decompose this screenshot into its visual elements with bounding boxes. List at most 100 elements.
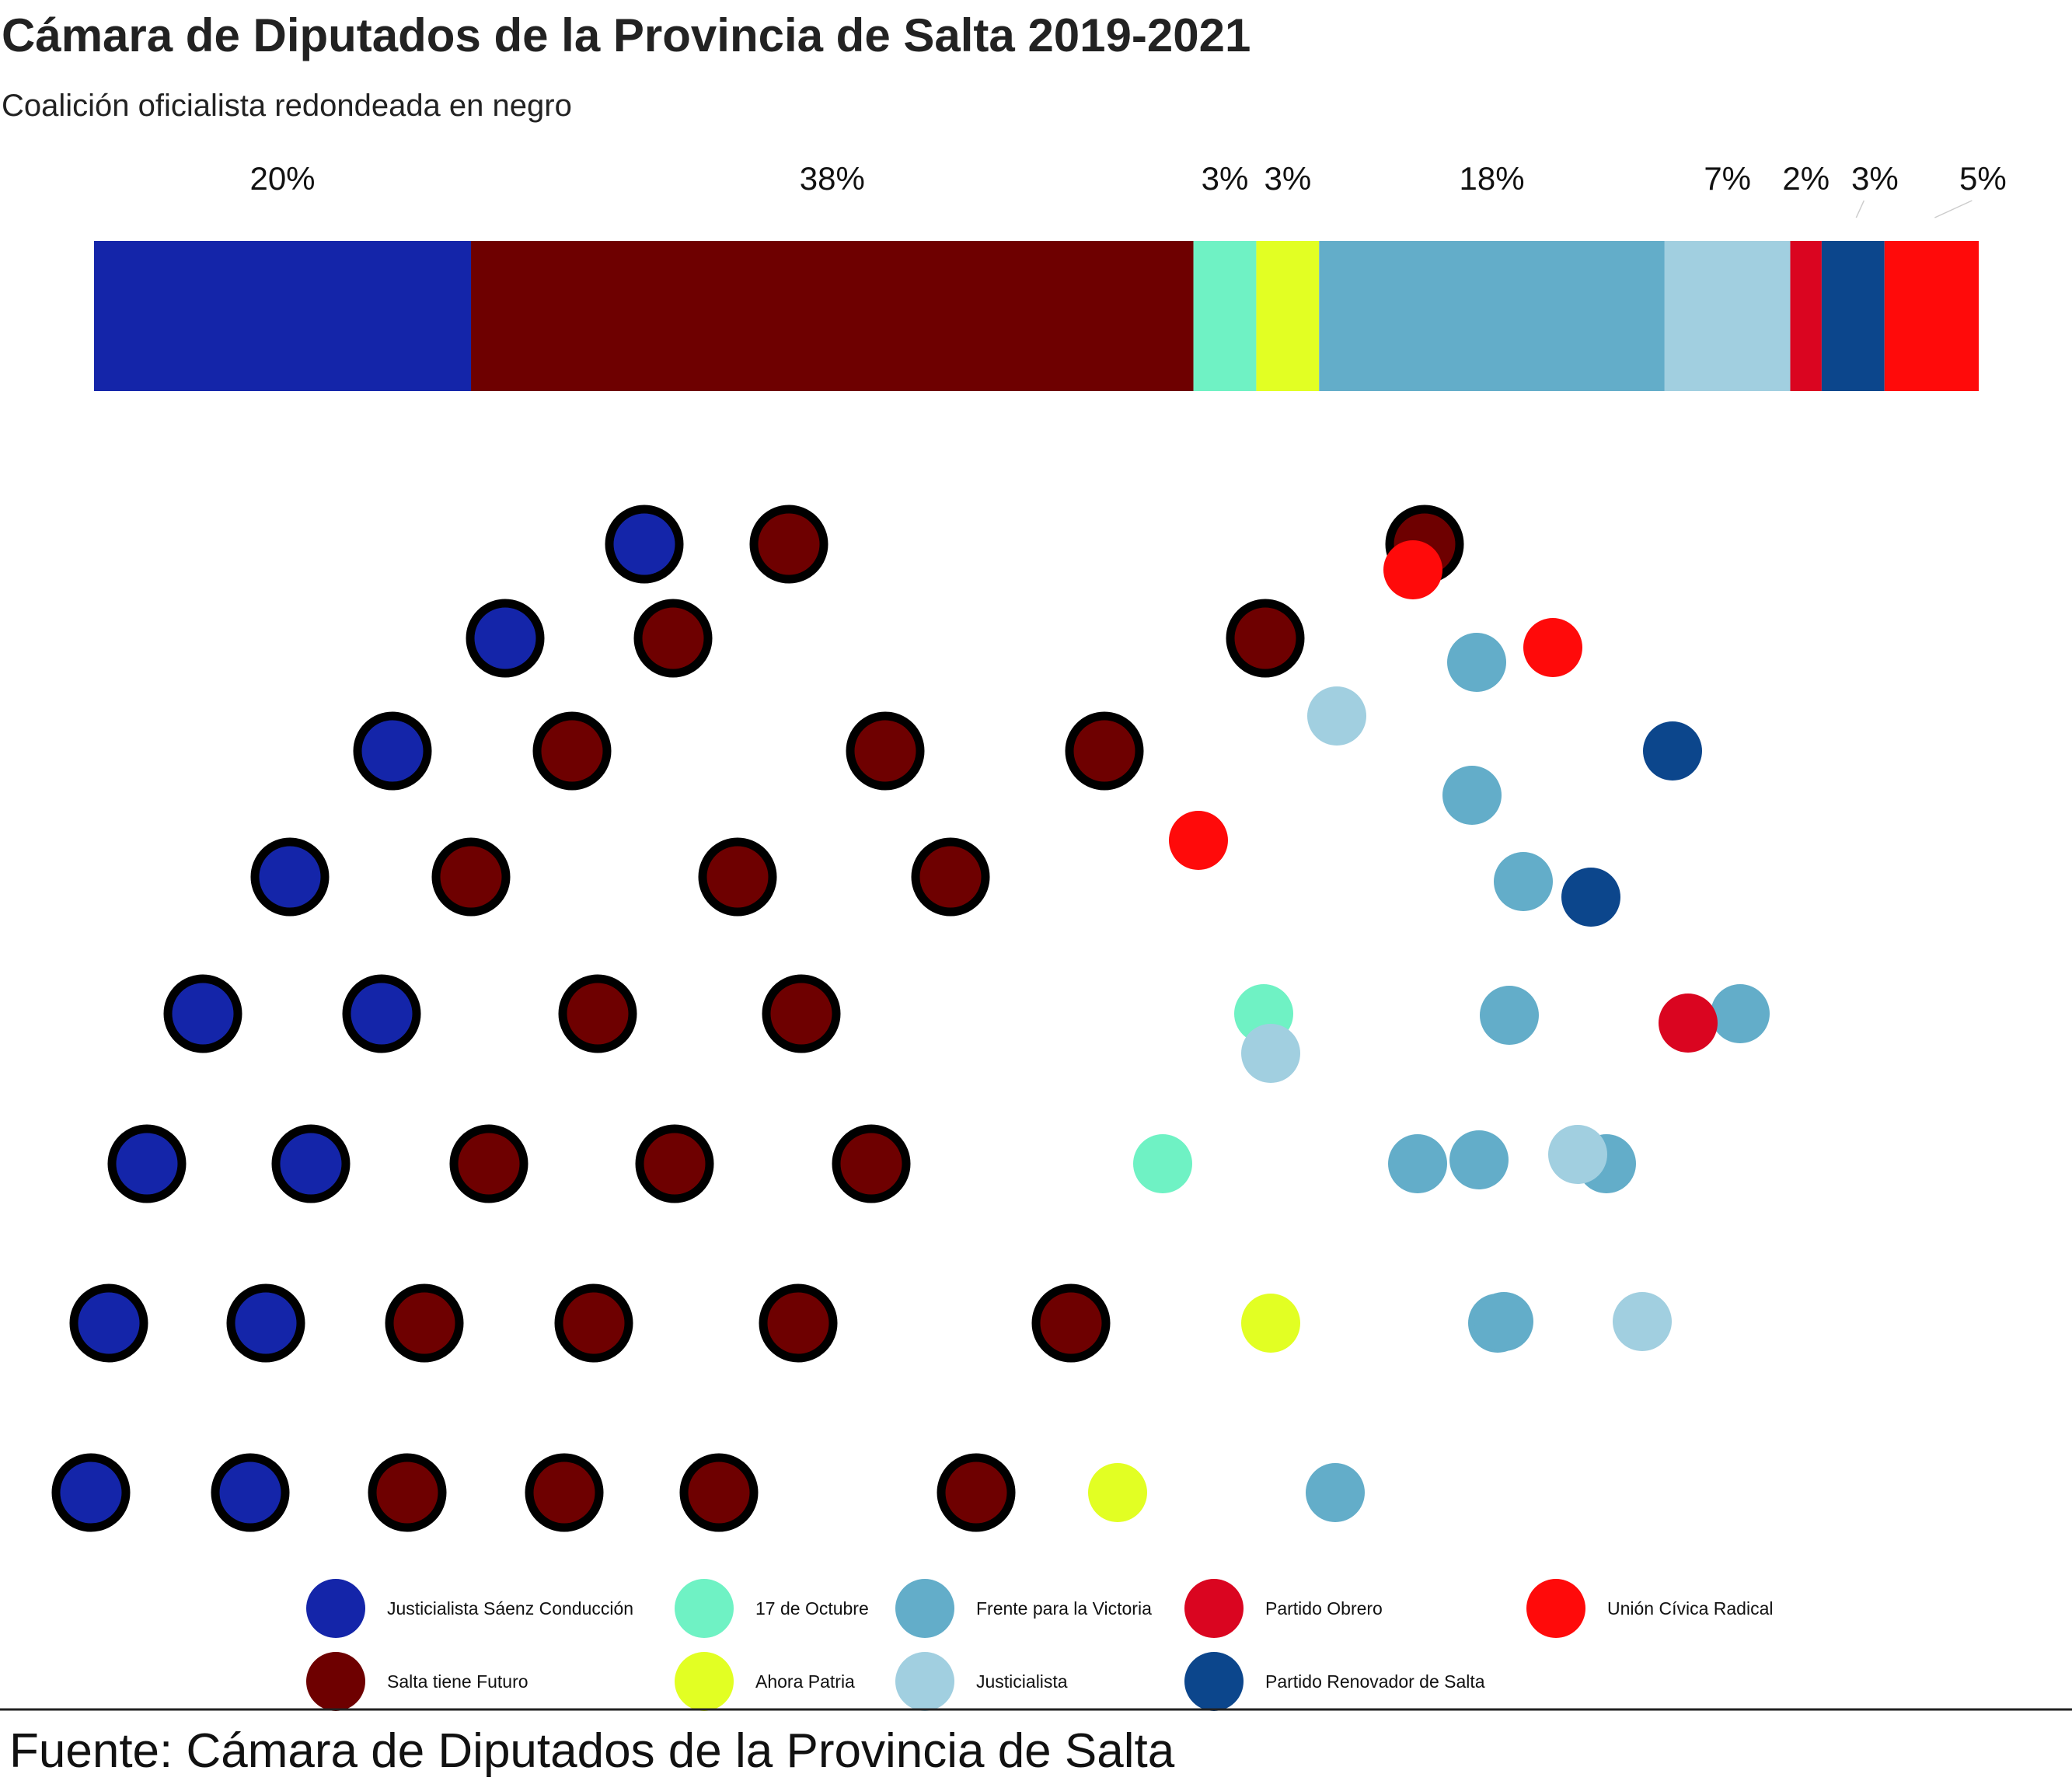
seat-4-7 <box>1480 986 1539 1045</box>
seat-3-0 <box>1088 1463 1147 1522</box>
legend-label-1: Salta tiene Futuro <box>387 1671 528 1692</box>
seat-1-14 <box>911 837 990 917</box>
seat-1-6 <box>449 1124 528 1203</box>
bar-segment-7 <box>1821 241 1885 391</box>
legend-key-4 <box>895 1579 954 1638</box>
percent-label-3: 3% <box>1264 160 1311 197</box>
seat-4-0 <box>1388 1134 1447 1193</box>
percent-label-2: 3% <box>1202 160 1249 197</box>
seat-1-11 <box>554 1283 633 1363</box>
seat-5-1 <box>1241 1024 1300 1083</box>
seat-4-10 <box>1447 633 1506 692</box>
seat-0-7 <box>605 505 684 584</box>
seat-4-5 <box>1474 1292 1533 1351</box>
legend-key-0 <box>306 1579 365 1638</box>
legend-label-8: Unión Cívica Radical <box>1607 1598 1773 1619</box>
seat-8-2 <box>1169 811 1228 870</box>
seat-1-7 <box>558 974 637 1053</box>
percent-label-1: 38% <box>800 160 865 197</box>
seat-7-0 <box>1561 868 1620 927</box>
seat-1-2 <box>633 599 713 678</box>
seat-1-4 <box>368 1453 447 1532</box>
parliament-seats <box>51 505 1770 1532</box>
legend-label-3: Ahora Patria <box>755 1671 855 1692</box>
percent-labels: 20% 38% 3% 3% 18% 7% 2% 3% 5% <box>249 160 2007 218</box>
seat-1-12 <box>635 1124 714 1203</box>
seat-8-0 <box>1523 618 1582 677</box>
seat-4-1 <box>1306 1463 1365 1522</box>
bar-segment-3 <box>1256 241 1320 391</box>
legend-key-6 <box>1184 1579 1244 1638</box>
seat-4-4 <box>1711 984 1770 1043</box>
seat-1-16 <box>1226 599 1305 678</box>
legend-key-2 <box>675 1579 734 1638</box>
seat-0-11 <box>342 974 421 1053</box>
seat-2-0 <box>1133 1134 1192 1193</box>
seat-4-6 <box>1449 1130 1509 1189</box>
seat-5-2 <box>1613 1292 1672 1351</box>
seat-0-10 <box>271 1124 351 1203</box>
percent-label-6: 2% <box>1782 160 1830 197</box>
bar-segment-1 <box>471 241 1194 391</box>
percent-label-4: 18% <box>1460 160 1525 197</box>
seat-0-3 <box>163 974 242 1053</box>
seat-0-4 <box>250 837 330 917</box>
seat-1-20 <box>832 1124 911 1203</box>
legend-key-5 <box>895 1652 954 1711</box>
seat-1-18 <box>679 1453 759 1532</box>
bar-segment-6 <box>1790 241 1822 391</box>
legend-key-3 <box>675 1652 734 1711</box>
seat-1-0 <box>431 837 511 917</box>
legend-key-8 <box>1526 1579 1585 1638</box>
percent-label-8: 5% <box>1959 160 2007 197</box>
seat-8-1 <box>1383 540 1442 599</box>
percent-label-leader-8 <box>1934 200 1973 218</box>
legend-label-6: Partido Obrero <box>1265 1598 1383 1619</box>
seat-5-3 <box>1548 1125 1607 1184</box>
seat-4-8 <box>1494 852 1553 911</box>
bar-segment-2 <box>1193 241 1257 391</box>
legend-label-5: Justicialista <box>976 1671 1068 1692</box>
legend-label-0: Justicialista Sáenz Conducción <box>387 1598 633 1619</box>
seat-1-3 <box>749 505 828 584</box>
seat-1-5 <box>385 1283 464 1363</box>
legend-key-7 <box>1184 1652 1244 1711</box>
legend-label-7: Partido Renovador de Salta <box>1265 1671 1485 1692</box>
percent-label-5: 7% <box>1704 160 1751 197</box>
percent-label-7: 3% <box>1851 160 1899 197</box>
seat-6-0 <box>1659 994 1718 1053</box>
chart-title: Cámara de Diputados de la Provincia de S… <box>2 9 1251 61</box>
percent-label-0: 20% <box>249 160 315 197</box>
seat-7-1 <box>1643 721 1702 780</box>
bar-segment-8 <box>1884 241 1979 391</box>
legend-key-1 <box>306 1652 365 1711</box>
bar-segment-0 <box>94 241 471 391</box>
seat-0-6 <box>466 599 545 678</box>
source-note: Fuente: Cámara de Diputados de la Provin… <box>9 1724 1175 1778</box>
seat-1-9 <box>846 711 925 791</box>
seat-1-21 <box>937 1453 1016 1532</box>
seat-1-15 <box>1065 711 1144 791</box>
seat-4-9 <box>1442 766 1502 825</box>
seat-1-19 <box>759 1283 838 1363</box>
bar-segment-5 <box>1664 241 1791 391</box>
seat-1-10 <box>525 1453 604 1532</box>
percent-label-leader-7 <box>1855 200 1865 218</box>
bar-segment-4 <box>1319 241 1665 391</box>
seat-1-22 <box>1031 1283 1111 1363</box>
legend-label-4: Frente para la Victoria <box>976 1598 1152 1619</box>
seat-0-8 <box>211 1453 290 1532</box>
seat-0-0 <box>51 1453 131 1532</box>
seat-5-0 <box>1307 686 1366 746</box>
legend: Justicialista Sáenz Conducción Salta tien… <box>306 1579 1773 1711</box>
seat-0-2 <box>107 1124 187 1203</box>
seat-0-9 <box>226 1283 305 1363</box>
seat-1-13 <box>762 974 841 1053</box>
chart-subtitle: Coalición oficialista redondeada en negr… <box>2 89 572 123</box>
seat-3-1 <box>1241 1294 1300 1353</box>
seat-0-5 <box>353 711 432 791</box>
seat-1-1 <box>532 711 612 791</box>
legend-label-2: 17 de Octubre <box>755 1598 869 1619</box>
seat-share-bar <box>94 241 1979 391</box>
